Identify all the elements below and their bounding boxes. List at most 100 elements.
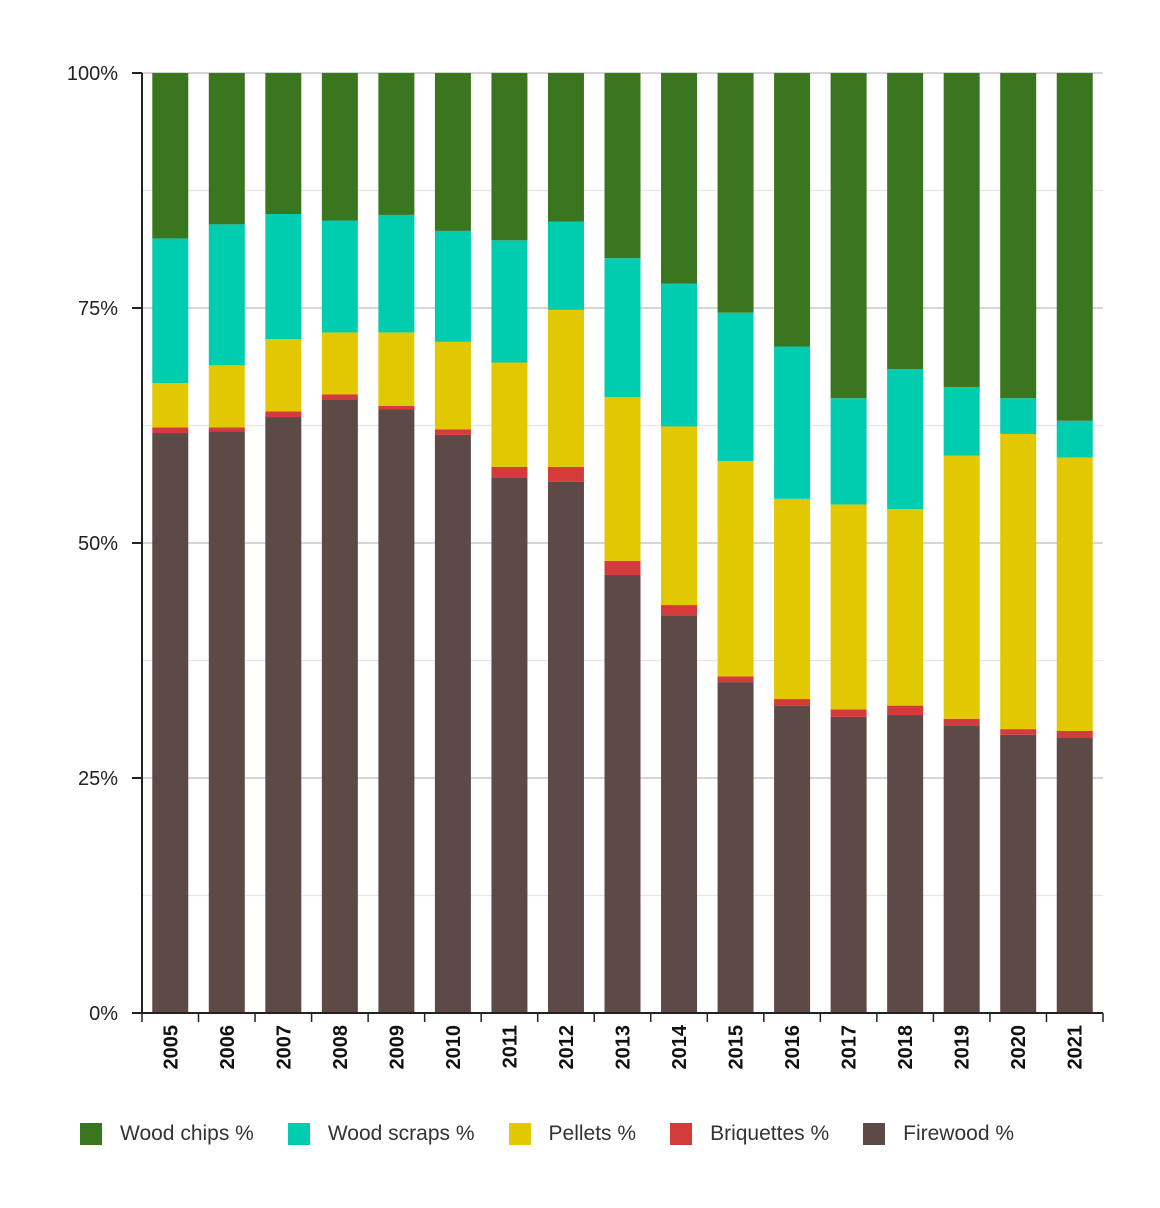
bar-stack-2005 — [152, 73, 189, 1013]
x-tick-label-2012: 2012 — [556, 1025, 578, 1070]
bar-wood-chips-2007 — [265, 73, 302, 214]
stacked-bar-chart: 0% 25% 50% 75% 100% 2005 2006 2007 2008 2009 2010… — [67, 63, 1104, 1070]
legend-label-wood-scraps: Wood scraps % — [327, 1122, 475, 1145]
x-tick-label-2010: 2010 — [443, 1025, 465, 1070]
bar-firewood-2020 — [1000, 734, 1037, 1013]
bar-firewood-2008 — [321, 399, 358, 1013]
bar-pellets-2018 — [887, 509, 924, 706]
bar-pellets-2011 — [491, 362, 528, 467]
bar-wood-chips-2013 — [604, 73, 641, 259]
bar-pellets-2010 — [434, 341, 471, 430]
x-tick-label-2008: 2008 — [330, 1025, 352, 1070]
bar-pellets-2008 — [321, 332, 358, 395]
x-tick-label-2007: 2007 — [273, 1025, 295, 1070]
bar-briquettes-2016 — [774, 699, 811, 706]
bar-briquettes-2005 — [152, 427, 189, 434]
bar-pellets-2005 — [152, 383, 189, 428]
bar-wood-scraps-2018 — [887, 369, 924, 510]
legend-swatch-firewood — [863, 1123, 886, 1145]
bar-firewood-2018 — [887, 715, 924, 1013]
bar-briquettes-2015 — [717, 676, 754, 683]
bar-wood-scraps-2009 — [378, 214, 415, 333]
bar-wood-chips-2014 — [661, 73, 698, 284]
bar-briquettes-2017 — [830, 709, 867, 717]
bar-briquettes-2011 — [491, 466, 528, 478]
bar-firewood-2012 — [547, 481, 584, 1013]
bar-firewood-2017 — [830, 716, 867, 1013]
x-tick-label-2019: 2019 — [952, 1025, 974, 1070]
legend-label-wood-chips: Wood chips % — [120, 1122, 254, 1145]
bar-wood-scraps-2014 — [661, 283, 698, 427]
bar-stack-2021 — [1056, 73, 1093, 1013]
bar-briquettes-2010 — [434, 429, 471, 435]
bar-wood-chips-2009 — [378, 73, 415, 215]
bar-stack-2020 — [1000, 73, 1037, 1013]
y-tick-label: 25% — [78, 768, 118, 790]
y-axis-tick-labels: 0% 25% 50% 75% 100% — [67, 63, 118, 1025]
bar-pellets-2009 — [378, 332, 415, 406]
bar-firewood-2014 — [661, 615, 698, 1013]
legend-label-firewood: Firewood % — [903, 1122, 1015, 1145]
chart-legend: Wood chips % Wood scraps % Pellets % Brique… — [80, 1122, 1048, 1146]
bar-wood-chips-2006 — [208, 73, 245, 225]
x-tick-label-2009: 2009 — [386, 1025, 408, 1070]
x-tick-label-2013: 2013 — [613, 1025, 635, 1070]
bar-wood-chips-2016 — [774, 73, 811, 347]
bar-wood-scraps-2017 — [830, 398, 867, 505]
bar-stack-2017 — [830, 73, 867, 1013]
bar-pellets-2019 — [943, 455, 980, 719]
x-tick-label-2020: 2020 — [1008, 1025, 1030, 1070]
x-tick-label-2014: 2014 — [669, 1024, 691, 1069]
bar-pellets-2007 — [265, 339, 302, 412]
legend-item-firewood: Firewood % — [863, 1122, 1014, 1146]
bar-wood-scraps-2010 — [434, 230, 471, 342]
bar-wood-scraps-2012 — [547, 221, 584, 310]
bar-stack-2008 — [321, 73, 358, 1013]
bar-briquettes-2021 — [1056, 731, 1093, 738]
bar-firewood-2010 — [434, 434, 471, 1013]
bar-pellets-2016 — [774, 498, 811, 700]
bar-pellets-2012 — [547, 309, 584, 467]
bar-wood-scraps-2008 — [321, 220, 358, 333]
bar-stacks — [152, 73, 1093, 1013]
bar-stack-2015 — [717, 73, 754, 1013]
bar-wood-chips-2005 — [152, 73, 189, 239]
x-tick-label-2005: 2005 — [160, 1025, 182, 1070]
bar-briquettes-2019 — [943, 718, 980, 726]
bar-stack-2019 — [943, 73, 980, 1013]
bar-stack-2006 — [208, 73, 245, 1013]
legend-label-pellets: Pellets % — [548, 1122, 637, 1145]
x-tick-label-2011: 2011 — [499, 1025, 521, 1068]
legend-swatch-pellets — [508, 1123, 531, 1145]
y-tick-label: 50% — [78, 533, 118, 555]
x-tick-label-2017: 2017 — [839, 1025, 861, 1070]
bar-firewood-2016 — [774, 705, 811, 1013]
bar-wood-chips-2010 — [434, 73, 471, 231]
bar-wood-scraps-2007 — [265, 214, 302, 340]
bar-wood-chips-2017 — [830, 73, 867, 399]
bar-briquettes-2008 — [321, 394, 358, 400]
bar-briquettes-2012 — [547, 466, 584, 482]
bar-wood-chips-2012 — [547, 73, 584, 222]
bar-pellets-2006 — [208, 365, 245, 428]
x-tick-label-2018: 2018 — [895, 1025, 917, 1070]
x-tick-label-2015: 2015 — [726, 1025, 748, 1070]
bar-stack-2012 — [547, 73, 584, 1013]
bar-firewood-2013 — [604, 574, 641, 1013]
bar-firewood-2006 — [208, 431, 245, 1013]
bar-stack-2010 — [434, 73, 471, 1013]
bar-stack-2013 — [604, 73, 641, 1013]
bar-briquettes-2013 — [604, 560, 641, 575]
x-axis-tick-labels: 2005 2006 2007 2008 2009 2010 2011 2012 2013 2014… — [160, 1024, 1086, 1069]
bar-wood-chips-2008 — [321, 73, 358, 221]
bar-wood-chips-2015 — [717, 73, 754, 313]
bar-wood-scraps-2015 — [717, 312, 754, 462]
bar-wood-scraps-2019 — [943, 386, 980, 456]
bar-pellets-2014 — [661, 426, 698, 606]
bar-briquettes-2020 — [1000, 729, 1037, 735]
bar-firewood-2019 — [943, 725, 980, 1013]
bar-wood-scraps-2016 — [774, 346, 811, 499]
x-tick-label-2016: 2016 — [782, 1025, 804, 1070]
x-tick-label-2021: 2021 — [1065, 1025, 1087, 1070]
bar-briquettes-2018 — [887, 705, 924, 716]
